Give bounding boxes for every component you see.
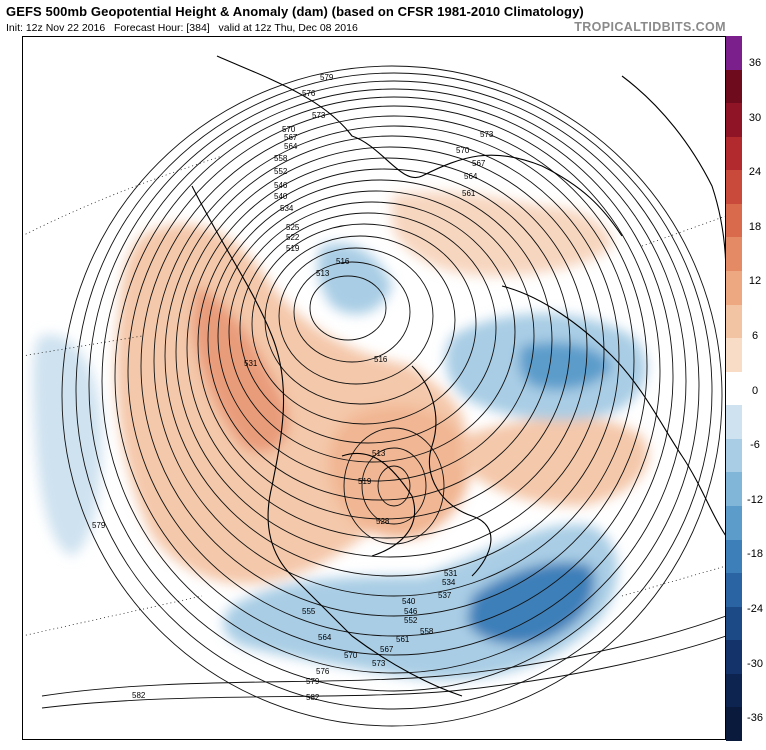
contour-label: 519 — [286, 244, 300, 253]
colorbar-tick-label: -36 — [747, 712, 763, 725]
coastlines — [191, 55, 726, 697]
colorbar-tick-label: 6 — [751, 330, 759, 342]
contour-label: 561 — [396, 635, 410, 644]
colorbar-cell — [726, 170, 742, 205]
contour-label: 561 — [462, 189, 476, 198]
colorbar-cell — [726, 707, 742, 742]
colorbar-cell — [726, 606, 742, 641]
contour-label: 579 — [320, 73, 334, 82]
height-anomaly-map: 579 576 573 570 567 564 558 552 546 540 … — [22, 36, 726, 740]
contour-label: 573 — [480, 130, 494, 139]
contour-label: 513 — [372, 449, 386, 458]
colorbar-cell — [726, 69, 742, 104]
contour-label: 564 — [284, 142, 298, 151]
colorbar-cell — [726, 103, 742, 138]
colorbar-cell — [726, 136, 742, 171]
contour-label: 537 — [438, 591, 452, 600]
contour-label: 534 — [442, 578, 456, 587]
contour-label: 576 — [316, 667, 330, 676]
contour-label: 570 — [456, 146, 470, 155]
contour-label: 570 — [344, 651, 358, 660]
contour-label: 516 — [336, 257, 350, 266]
contour-label: 582 — [306, 693, 320, 702]
height-contours — [41, 65, 726, 727]
contour-label: 534 — [280, 204, 294, 213]
map-panel: 579 576 573 570 567 564 558 552 546 540 … — [22, 36, 726, 740]
graticule — [22, 155, 726, 637]
contour-label: 540 — [402, 597, 416, 606]
colorbar-tick-label: 24 — [748, 166, 762, 179]
contour-label: 522 — [286, 233, 300, 242]
contour-label: 516 — [374, 355, 388, 364]
anomaly-shading — [32, 191, 649, 680]
negative-anomaly-asia-core — [519, 342, 612, 390]
contour-label: 531 — [244, 359, 258, 368]
map-frame — [22, 36, 726, 740]
colorbar-cell — [726, 338, 742, 373]
contour-label: 519 — [358, 477, 372, 486]
contour-label: 513 — [316, 269, 330, 278]
contour-label: 531 — [444, 569, 458, 578]
contour-label: 546 — [404, 607, 418, 616]
colorbar-tick-label: 36 — [748, 57, 762, 69]
contour-label: 564 — [464, 172, 478, 181]
colorbar-tick-label: 18 — [748, 220, 762, 233]
colorbar-cell — [726, 405, 742, 440]
colorbar-tick-label: -6 — [750, 439, 760, 452]
contour-label: 525 — [286, 223, 300, 232]
contour-labels: 579 576 573 570 567 564 558 552 546 540 … — [92, 73, 494, 702]
positive-anomaly-west-core — [192, 286, 289, 453]
contour-label: 528 — [376, 517, 390, 526]
colorbar-cell — [726, 271, 742, 306]
contour-label: 567 — [472, 159, 486, 168]
contour-label: 570 — [282, 125, 296, 134]
negative-anomaly-pacific — [32, 334, 103, 556]
positive-anomaly-arctic — [392, 191, 612, 276]
negative-anomaly-bering — [317, 243, 392, 315]
colorbar-tick-label: -30 — [747, 657, 763, 670]
anomaly-colorbar: 36 30 24 18 12 6 0 -6 -12 -18 -24 -30 -36 — [726, 36, 766, 742]
colorbar-cell — [726, 237, 742, 272]
colorbar-cell — [726, 506, 742, 541]
colorbar-cell — [726, 539, 742, 574]
negative-anomaly-east-na-core — [467, 562, 595, 645]
contour-label: 573 — [312, 111, 326, 120]
contour-label: 552 — [404, 616, 418, 625]
contour-label: 558 — [274, 154, 288, 163]
contour-label: 552 — [274, 167, 288, 176]
contour-label: 540 — [274, 192, 288, 201]
colorbar-cell — [726, 36, 742, 71]
contour-label: 573 — [372, 659, 386, 668]
colorbar-cell — [726, 203, 742, 238]
watermark: TROPICALTIDBITS.COM — [574, 20, 726, 34]
colorbar-cell — [726, 304, 742, 339]
chart-subtitle: Init: 12z Nov 22 2016 Forecast Hour: [38… — [6, 22, 358, 34]
contour-label: 582 — [132, 691, 146, 700]
contour-label: 567 — [380, 645, 394, 654]
contour-label: 579 — [92, 521, 106, 530]
colorbar-cell — [726, 673, 742, 708]
valid-time: valid at 12z Thu, Dec 08 2016 — [218, 22, 358, 34]
colorbar-cell — [726, 438, 742, 473]
colorbar-cell — [726, 640, 742, 675]
contour-label: 546 — [274, 181, 288, 190]
contour-label: 564 — [318, 633, 332, 642]
colorbar-cell — [726, 371, 742, 406]
colorbar-tick-label: 12 — [748, 275, 762, 288]
colorbar-cell — [726, 472, 742, 507]
contour-label: 555 — [302, 607, 316, 616]
colorbar-tick-label: 30 — [748, 111, 762, 124]
contour-label: 576 — [302, 89, 316, 98]
chart-title: GEFS 500mb Geopotential Height & Anomaly… — [6, 4, 584, 19]
colorbar-tick-label: -12 — [747, 493, 763, 506]
contour-label: 579 — [306, 677, 320, 686]
init-time: Init: 12z Nov 22 2016 — [6, 22, 106, 34]
colorbar-tick-label: 0 — [751, 384, 759, 397]
colorbar-cell — [726, 573, 742, 608]
contour-label: 567 — [284, 133, 298, 142]
contour-label: 558 — [420, 627, 434, 636]
forecast-hour: Forecast Hour: [384] — [114, 22, 210, 34]
colorbar-tick-label: -24 — [747, 603, 763, 615]
colorbar-tick-label: -18 — [747, 548, 763, 561]
